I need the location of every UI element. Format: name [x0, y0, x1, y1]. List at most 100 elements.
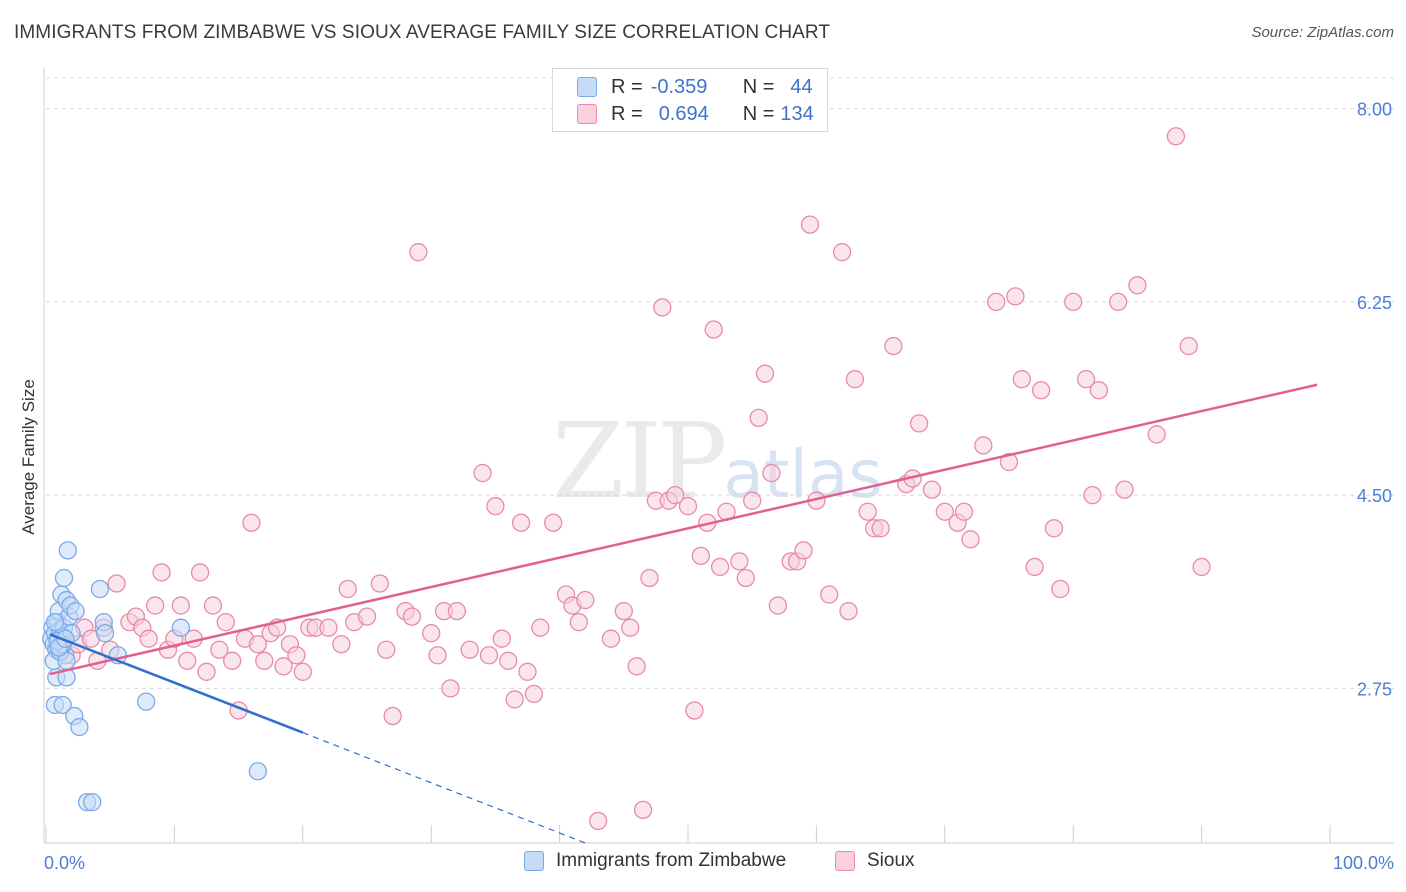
sioux-point — [1051, 579, 1070, 599]
zimbabwe-point — [90, 579, 110, 599]
sioux-point — [832, 243, 852, 262]
sioux-point — [402, 607, 422, 626]
sioux-point — [858, 502, 877, 521]
sioux-point — [653, 298, 672, 317]
zimbabwe-point — [53, 695, 72, 715]
sioux-point — [794, 541, 813, 560]
sioux-point — [768, 596, 788, 615]
sioux-point — [627, 657, 646, 676]
sioux-point — [107, 574, 126, 593]
y-tick-label: 4.50 — [1357, 486, 1392, 506]
zimbabwe-trend-extension — [302, 732, 586, 844]
legend-label: Sioux — [867, 850, 915, 871]
sioux-point — [409, 243, 428, 262]
y-axis-title: Average Family Size — [19, 379, 38, 535]
zimbabwe-points — [41, 541, 268, 812]
y-tick-label: 2.75 — [1357, 679, 1392, 699]
sioux-point — [210, 640, 229, 659]
legend-item-sioux[interactable]: Sioux — [835, 850, 915, 872]
trend-lines — [49, 383, 1318, 844]
sioux-point — [961, 530, 980, 549]
legend-r-label: R = — [611, 75, 643, 98]
sioux-point — [954, 502, 974, 521]
sioux-point — [569, 612, 589, 632]
sioux-point — [377, 640, 396, 659]
sioux-point — [203, 596, 223, 615]
sioux-point — [531, 618, 550, 637]
zimbabwe-point — [171, 618, 190, 637]
sioux-point — [820, 585, 839, 604]
sioux-point — [518, 662, 537, 681]
sioux-point — [614, 601, 633, 621]
y-tick-label: 6.25 — [1357, 293, 1392, 313]
sioux-point — [422, 624, 441, 643]
sioux-point — [1083, 485, 1102, 505]
sioux-point — [460, 640, 479, 659]
sioux-point — [743, 491, 762, 510]
legend-row-sioux: R = 0.694 N = 134 — [577, 102, 814, 126]
sioux-point — [1179, 336, 1198, 356]
sioux-points — [49, 127, 1211, 831]
sioux-point — [999, 452, 1019, 472]
sioux-point — [588, 811, 608, 831]
legend-n-label: N = — [742, 75, 775, 98]
sioux-point — [800, 215, 820, 234]
correlation-legend: R = -0.359 N = 44 R = 0.694 N = 134 — [552, 68, 828, 132]
sioux-point — [447, 601, 467, 621]
sioux-point — [762, 463, 781, 483]
sioux-point — [383, 706, 402, 726]
sioux-point — [293, 662, 312, 681]
x-tick-label: 0.0% — [44, 853, 85, 873]
sioux-point — [216, 612, 235, 632]
legend-swatch-pink — [835, 851, 855, 871]
sioux-point — [473, 463, 492, 483]
sioux-point — [1166, 127, 1186, 146]
legend-item-zimbabwe[interactable]: Immigrants from Zimbabwe — [524, 850, 786, 872]
axes — [43, 68, 1394, 844]
zimbabwe-point — [66, 601, 85, 621]
zimbabwe-point — [248, 762, 268, 781]
sioux-point — [1006, 287, 1025, 306]
sioux-point — [486, 497, 505, 516]
sioux-point — [287, 646, 306, 665]
legend-label: Immigrants from Zimbabwe — [556, 850, 787, 871]
watermark-zip: ZIP — [552, 400, 727, 522]
sioux-point — [152, 563, 171, 582]
chart-title: IMMIGRANTS FROM ZIMBABWE VS SIOUX AVERAG… — [14, 22, 831, 43]
zimbabwe-point — [70, 717, 89, 737]
sioux-point — [171, 596, 190, 615]
sioux-point — [441, 679, 460, 698]
zimbabwe-point — [137, 692, 156, 711]
zimbabwe-trend-line — [49, 633, 304, 734]
zimbabwe-point — [45, 612, 65, 632]
sioux-point — [274, 657, 293, 676]
sioux-point — [190, 563, 210, 582]
sioux-point — [1147, 425, 1166, 444]
zimbabwe-point — [83, 792, 102, 812]
sioux-point — [242, 513, 261, 532]
sioux-point — [255, 651, 274, 670]
grid-lines — [46, 77, 1394, 689]
watermark: ZIPatlas — [552, 400, 883, 522]
sioux-point — [1025, 557, 1044, 577]
sioux-point — [755, 364, 775, 383]
sioux-point — [145, 596, 165, 615]
sioux-trend-line — [49, 383, 1318, 676]
sioux-point — [1012, 370, 1031, 389]
legend-n-value: 44 — [790, 75, 813, 98]
sioux-point — [576, 590, 595, 610]
zimbabwe-point — [95, 624, 115, 643]
sioux-point — [685, 701, 704, 720]
legend-r-value: -0.359 — [650, 75, 708, 98]
sioux-point — [197, 662, 216, 681]
sioux-point — [845, 370, 865, 389]
legend-swatch-blue — [577, 77, 597, 97]
sioux-point — [922, 480, 942, 499]
sioux-point — [370, 574, 389, 593]
legend-n-label: N = — [742, 102, 775, 125]
sioux-point — [1108, 292, 1128, 312]
sioux-point — [1192, 557, 1211, 577]
sioux-point — [1064, 292, 1083, 312]
axis-labels: 2.75 4.50 6.25 8.00 0.0% 100.0% Average Family… — [19, 100, 1394, 873]
sioux-point — [492, 629, 511, 648]
